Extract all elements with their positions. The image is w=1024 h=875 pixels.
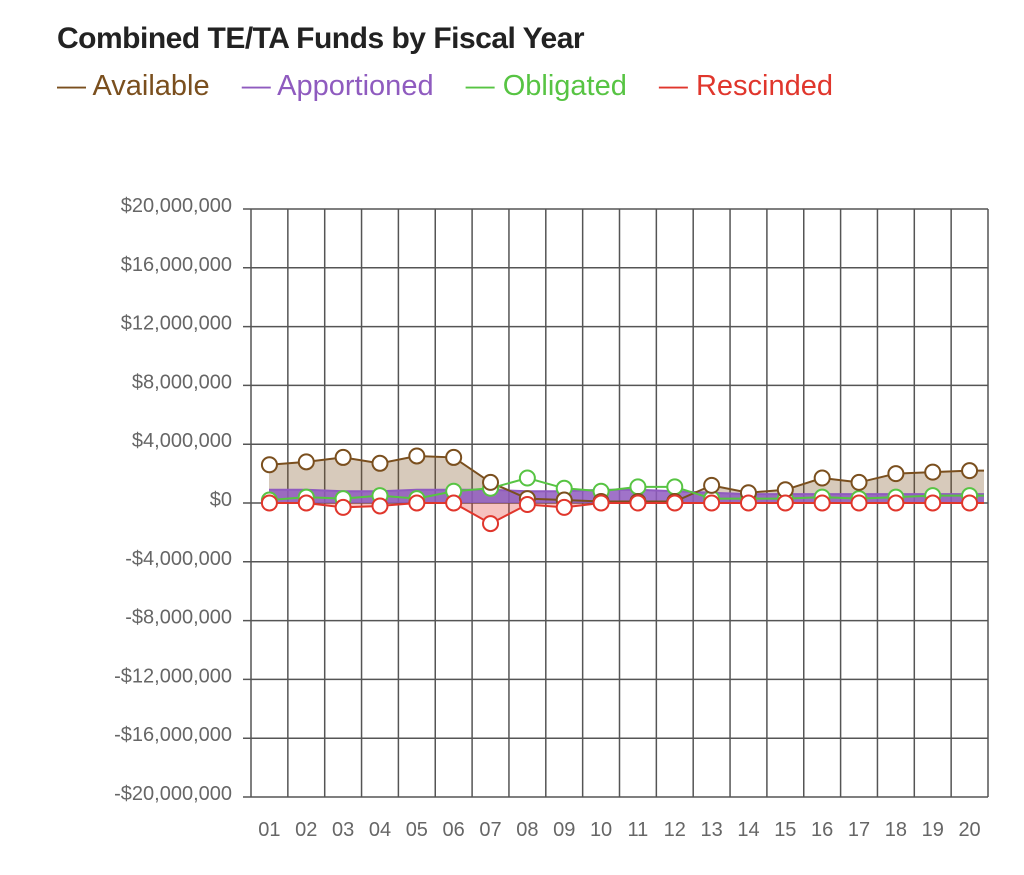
x-tick-label: 01 xyxy=(258,819,280,841)
line-obligated xyxy=(269,476,984,502)
legend-item-available: — Available xyxy=(57,70,210,102)
point-available xyxy=(297,453,315,471)
point-available xyxy=(850,473,868,491)
point-available xyxy=(408,447,426,465)
point-rescinded xyxy=(555,498,573,516)
point-rescinded xyxy=(924,494,942,512)
line-rescinded xyxy=(269,502,984,525)
point-rescinded xyxy=(813,494,831,512)
x-tick-label: 09 xyxy=(553,819,575,841)
x-tick-label: 11 xyxy=(628,819,649,841)
x-tick-label: 14 xyxy=(737,819,759,841)
point-rescinded xyxy=(408,494,426,512)
y-tick-label: -$8,000,000 xyxy=(125,607,232,629)
x-tick-label: 13 xyxy=(701,819,723,841)
point-rescinded xyxy=(961,494,979,512)
y-tick-label: $8,000,000 xyxy=(132,371,232,393)
x-tick-label: 16 xyxy=(811,819,833,841)
point-available xyxy=(703,476,721,494)
point-rescinded xyxy=(482,515,500,533)
y-tick-label: -$16,000,000 xyxy=(114,724,232,746)
point-rescinded xyxy=(334,498,352,516)
legend-label-apportioned: Apportioned xyxy=(277,70,434,102)
x-tick-label: 18 xyxy=(885,819,907,841)
point-obligated xyxy=(666,478,684,496)
y-tick-label: -$20,000,000 xyxy=(114,783,232,805)
line-available xyxy=(269,454,984,503)
x-tick-label: 06 xyxy=(443,819,465,841)
point-available xyxy=(260,456,278,474)
point-available xyxy=(445,448,463,466)
x-tick-label: 02 xyxy=(295,819,317,841)
legend-item-obligated: — Obligated xyxy=(465,70,627,102)
x-tick-label: 03 xyxy=(332,819,354,841)
x-tick-label: 15 xyxy=(774,819,796,841)
point-available xyxy=(482,473,500,491)
legend-item-rescinded: — Rescinded xyxy=(658,70,834,102)
x-tick-label: 19 xyxy=(922,819,944,841)
point-rescinded xyxy=(850,494,868,512)
chart-title: Combined TE/TA Funds by Fiscal Year xyxy=(57,22,585,55)
x-tick-label: 04 xyxy=(369,819,391,841)
point-available xyxy=(924,463,942,481)
point-rescinded xyxy=(666,494,684,512)
legend-item-apportioned: — Apportioned xyxy=(241,70,434,102)
point-rescinded xyxy=(739,494,757,512)
point-rescinded xyxy=(518,495,536,513)
legend-label-available: Available xyxy=(92,70,210,102)
legend-label-rescinded: Rescinded xyxy=(695,70,834,102)
x-tick-label: 17 xyxy=(848,819,870,841)
x-tick-label: 10 xyxy=(590,819,612,841)
point-rescinded xyxy=(297,494,315,512)
point-rescinded xyxy=(887,494,905,512)
point-rescinded xyxy=(260,494,278,512)
y-tick-label: -$12,000,000 xyxy=(114,665,232,687)
y-tick-label: $12,000,000 xyxy=(121,313,232,335)
y-tick-label: $16,000,000 xyxy=(121,254,232,276)
x-tick-label: 12 xyxy=(664,819,686,841)
point-rescinded xyxy=(445,494,463,512)
legend: — Available — Apportioned — Obligated — … xyxy=(57,70,857,103)
x-tick-label: 05 xyxy=(406,819,428,841)
point-rescinded xyxy=(776,494,794,512)
point-available xyxy=(334,448,352,466)
legend-label-obligated: Obligated xyxy=(502,70,627,102)
x-tick-label: 08 xyxy=(516,819,538,841)
x-tick-label: 07 xyxy=(479,819,501,841)
point-rescinded xyxy=(371,497,389,515)
point-rescinded xyxy=(629,494,647,512)
point-rescinded xyxy=(703,494,721,512)
y-tick-label: $20,000,000 xyxy=(121,195,232,217)
point-available xyxy=(961,462,979,480)
point-available xyxy=(371,454,389,472)
point-available xyxy=(887,465,905,483)
point-rescinded xyxy=(592,494,610,512)
point-obligated xyxy=(518,469,536,487)
y-tick-label: $4,000,000 xyxy=(132,430,232,452)
point-obligated xyxy=(629,478,647,496)
y-tick-label: -$4,000,000 xyxy=(125,548,232,570)
point-available xyxy=(813,469,831,487)
y-tick-label: $0 xyxy=(210,489,232,511)
x-tick-label: 20 xyxy=(958,819,980,841)
